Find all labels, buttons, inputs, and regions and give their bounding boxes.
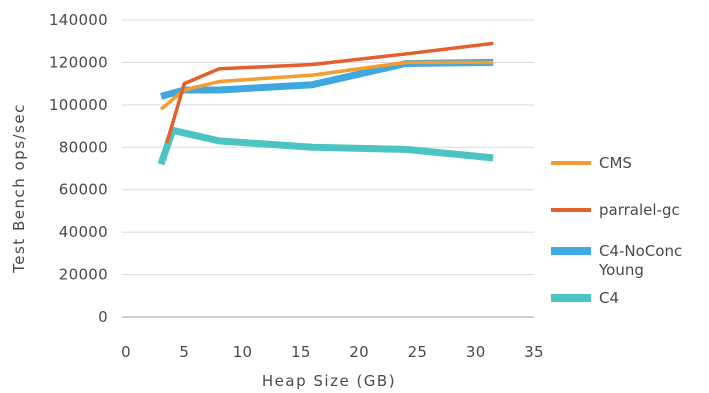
legend-item: CMS [551,154,632,172]
x-axis-tick-labels: 0 5 10 15 20 25 30 35 [121,343,544,361]
series-line-cms [159,60,494,111]
y-tick-label: 100000 [49,96,108,114]
y-tick-label: 40000 [59,223,108,241]
x-tick-label: 0 [121,343,131,361]
x-tick-label: 10 [233,343,253,361]
y-tick-label: 140000 [49,11,108,29]
series-line-c4-noconc-young [160,58,494,100]
legend-item: C4-NoConc Young [551,242,682,279]
legend-item: parralel-gc [551,201,680,219]
y-tick-label: 120000 [49,53,108,71]
x-axis-title: Heap Size (GB) [262,372,396,390]
legend-label: parralel-gc [599,201,680,219]
legend-label: C4 [599,289,619,307]
series-lines [157,41,494,166]
legend-label: C4-NoConc Young [598,242,682,279]
x-tick-label: 30 [466,343,486,361]
x-tick-label: 25 [408,343,428,361]
y-tick-label: 20000 [59,266,108,284]
y-tick-label: 0 [98,308,108,326]
x-tick-label: 20 [349,343,369,361]
y-tick-label: 80000 [59,138,108,156]
y-axis-tick-labels: 0 20000 40000 60000 80000 100000 120000 140000 [49,11,108,326]
legend: CMS parralel-gc C4-NoConc Young C4 [551,154,682,307]
y-axis-title: Test Bench ops/sec [10,103,28,274]
legend-item: C4 [551,289,619,307]
legend-label: CMS [599,154,632,172]
x-tick-label: 5 [179,343,189,361]
x-tick-label: 15 [291,343,311,361]
x-tick-label: 35 [524,343,544,361]
series-line-parralel-gc [165,41,494,144]
y-tick-label: 60000 [59,181,108,199]
